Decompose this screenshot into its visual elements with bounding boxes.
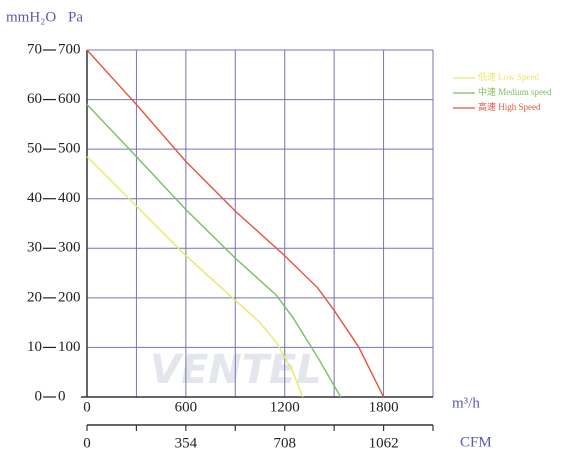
x2-unit: CFM bbox=[460, 434, 492, 450]
y-tick-label: 60 bbox=[27, 91, 42, 107]
x2-tick-label: 0 bbox=[83, 435, 91, 451]
x2-tick-label: 708 bbox=[273, 435, 296, 451]
series-line bbox=[86, 156, 304, 398]
y-tick-label: 20 bbox=[27, 289, 42, 305]
y2-tick-label: 700 bbox=[58, 41, 81, 57]
y2-tick-label: 200 bbox=[58, 289, 81, 305]
y-tick-label: 30 bbox=[27, 240, 42, 256]
x2-tick-label: 1062 bbox=[369, 435, 399, 451]
y2-tick-label: 100 bbox=[58, 339, 81, 355]
x-tick-label: 600 bbox=[175, 399, 198, 415]
series-line bbox=[86, 49, 385, 398]
legend-label: 高速 High Speed bbox=[478, 101, 541, 112]
y-tick-label: 50 bbox=[27, 141, 42, 157]
x-unit: m³/h bbox=[452, 395, 480, 411]
x-tick-label: 1200 bbox=[270, 399, 300, 415]
y2-tick-label: 600 bbox=[58, 91, 81, 107]
y-tick-label: 0 bbox=[35, 388, 43, 404]
watermark: VENTEL bbox=[150, 347, 322, 393]
y2-unit: Pa bbox=[68, 9, 83, 25]
y2-tick-label: 500 bbox=[58, 141, 81, 157]
y-unit: mmH₂O bbox=[6, 9, 56, 25]
y2-tick-label: 0 bbox=[58, 388, 66, 404]
series-line bbox=[86, 104, 342, 398]
x2-tick-label: 354 bbox=[175, 435, 198, 451]
legend-label: 中速 Medium speed bbox=[478, 86, 552, 97]
y-tick-label: 40 bbox=[27, 190, 42, 206]
x-tick-label: 0 bbox=[83, 399, 91, 415]
y2-tick-label: 300 bbox=[58, 240, 81, 256]
y2-tick-label: 400 bbox=[58, 190, 81, 206]
y-tick-label: 70 bbox=[27, 41, 42, 57]
y-tick-label: 10 bbox=[27, 339, 42, 355]
legend-label: 低速 Low Speed bbox=[478, 71, 539, 82]
x-tick-label: 1800 bbox=[369, 399, 399, 415]
